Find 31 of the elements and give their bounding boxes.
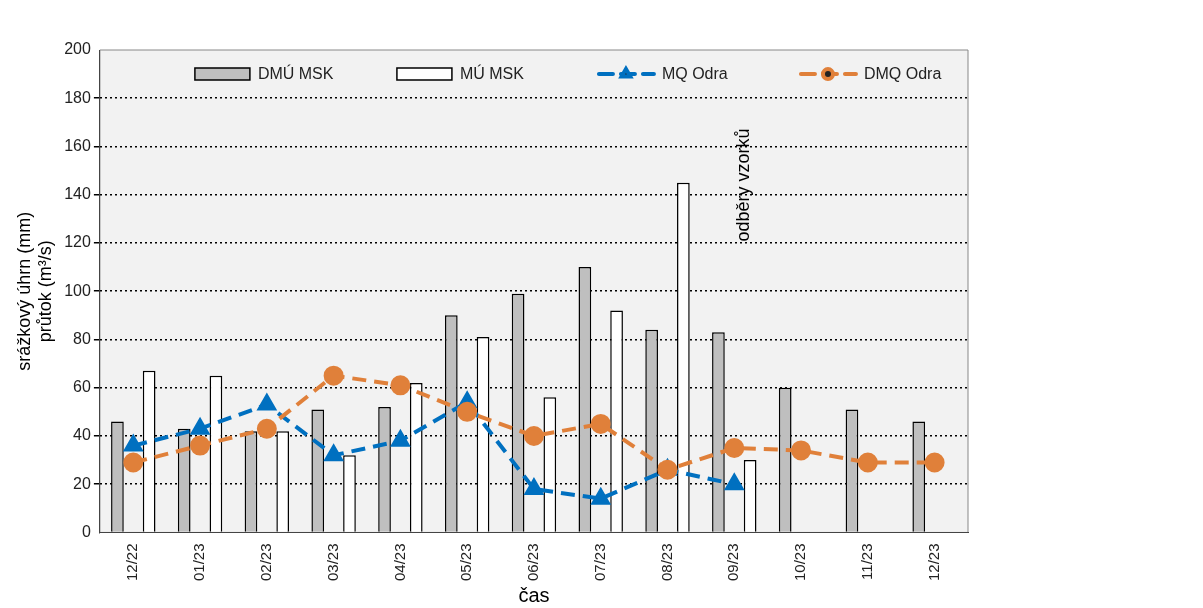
- y-tick-label: 180: [64, 88, 91, 106]
- y-tick-label: 120: [64, 233, 91, 251]
- legend-label: MÚ MSK: [459, 63, 525, 82]
- x-tick-label: 11/23: [857, 543, 875, 580]
- x-tick-label: 06/23: [524, 543, 542, 582]
- x-tick-label: 10/23: [791, 543, 809, 582]
- x-tick-label: 12/22: [123, 543, 141, 582]
- legend-label: DMQ Odra: [863, 64, 942, 82]
- x-tick-label: 04/23: [390, 543, 408, 582]
- y-tick-label: 100: [64, 281, 91, 299]
- x-tick-label: 01/23: [190, 543, 208, 582]
- y-tick-label: 20: [73, 474, 91, 492]
- legend-label: MQ Odra: [661, 64, 728, 82]
- y-tick-label: 60: [73, 378, 91, 396]
- y-tick-label: 40: [73, 426, 91, 444]
- x-tick-label: 08/23: [657, 543, 675, 582]
- y-tick-label: 160: [64, 136, 91, 154]
- annotation: odběry vzorků: [733, 128, 753, 242]
- x-tick-label: 02/23: [256, 543, 274, 582]
- y-tick-label: 140: [64, 185, 91, 203]
- x-tick-label: 12/23: [924, 543, 942, 582]
- y-axis-title: srážkový úhrn (mm) průtok (m³/s): [13, 211, 56, 371]
- x-tick-label: 05/23: [457, 543, 475, 582]
- x-tick-label: 07/23: [590, 543, 608, 582]
- legend-label: DMÚ MSK: [257, 63, 334, 82]
- y-tick-label: 200: [64, 40, 91, 58]
- x-axis-title: čas: [518, 583, 550, 606]
- y-tick-label: 80: [73, 329, 91, 347]
- y-tick-label: 0: [81, 522, 91, 540]
- x-tick-label: 03/23: [323, 543, 341, 582]
- x-tick-label: 09/23: [724, 543, 742, 582]
